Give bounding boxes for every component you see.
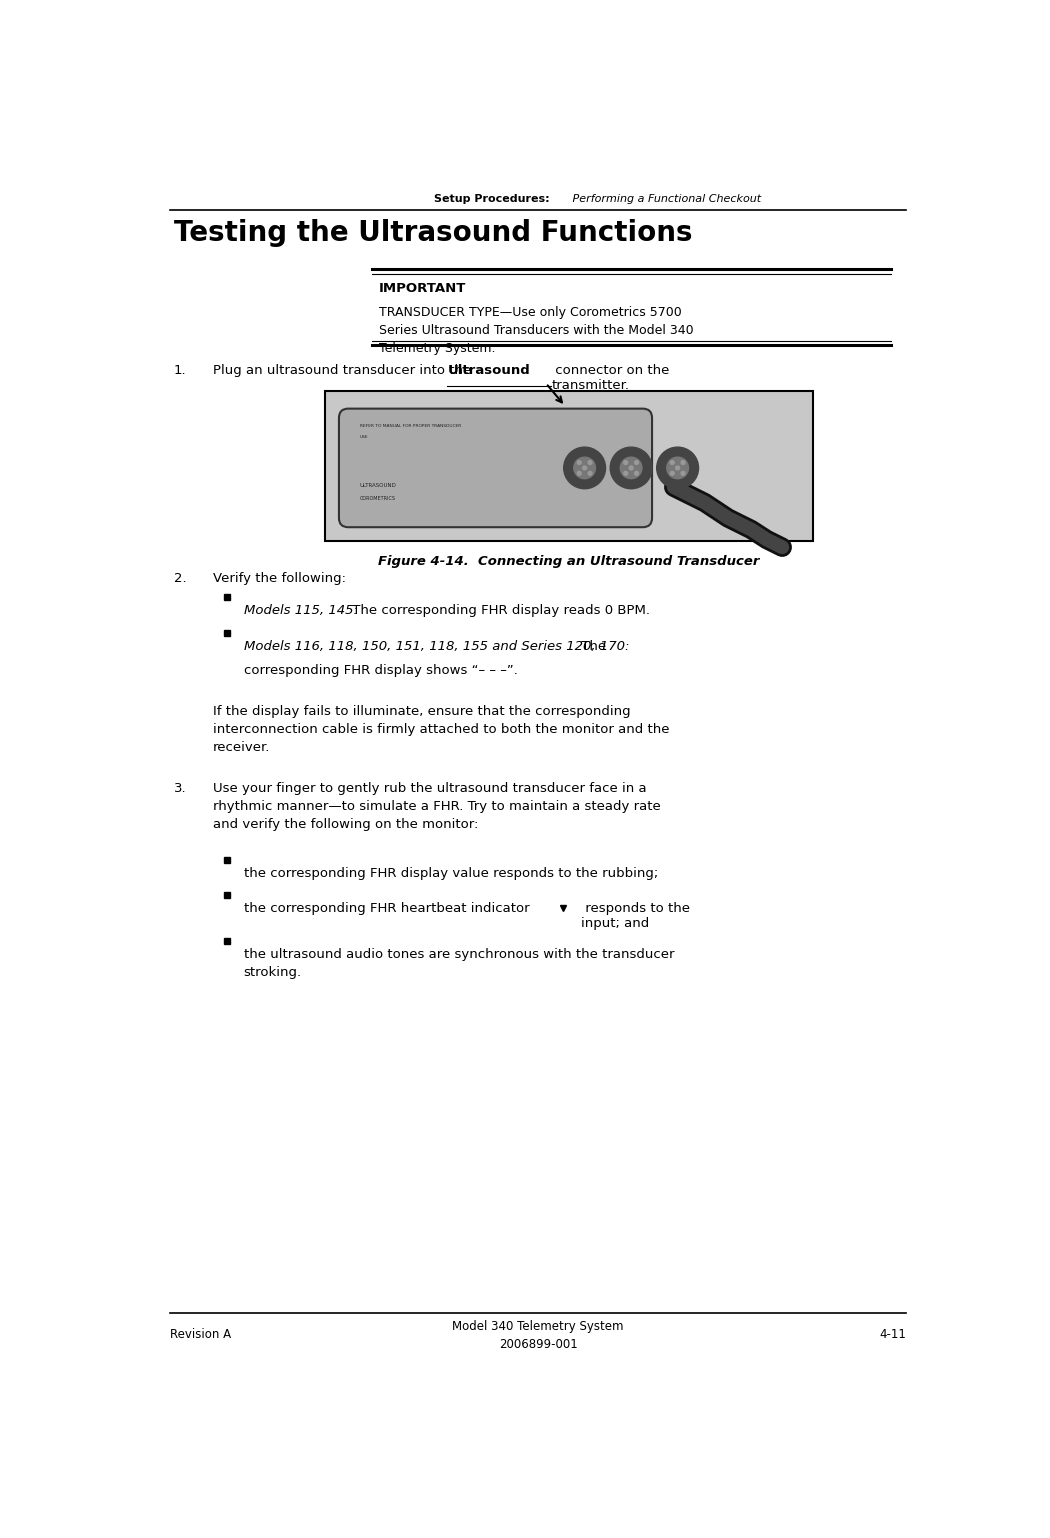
- Text: Models 116, 118, 150, 151, 118, 155 and Series 120, 170:: Models 116, 118, 150, 151, 118, 155 and …: [244, 640, 629, 652]
- Circle shape: [573, 457, 595, 478]
- Text: If the display fails to illuminate, ensure that the corresponding
interconnectio: If the display fails to illuminate, ensu…: [212, 704, 669, 754]
- Text: The corresponding FHR display reads 0 BPM.: The corresponding FHR display reads 0 BP…: [349, 604, 650, 617]
- Text: Model 340 Telemetry System: Model 340 Telemetry System: [453, 1320, 624, 1333]
- Text: Setup Procedures:: Setup Procedures:: [434, 194, 549, 205]
- Circle shape: [564, 448, 606, 489]
- Circle shape: [634, 460, 638, 464]
- Text: Ultrasound: Ultrasound: [447, 365, 530, 377]
- Circle shape: [624, 471, 628, 475]
- Text: 2.: 2.: [174, 572, 187, 584]
- Text: ULTRASOUND: ULTRASOUND: [360, 483, 397, 489]
- Circle shape: [583, 466, 587, 469]
- Text: the corresponding FHR heartbeat indicator: the corresponding FHR heartbeat indicato…: [244, 903, 529, 915]
- Text: REFER TO MANUAL FOR PROPER TRANSDUCER: REFER TO MANUAL FOR PROPER TRANSDUCER: [360, 424, 461, 428]
- Circle shape: [681, 460, 685, 464]
- Text: 3.: 3.: [174, 783, 187, 795]
- Circle shape: [670, 471, 674, 475]
- Circle shape: [656, 448, 698, 489]
- Text: Testing the Ultrasound Functions: Testing the Ultrasound Functions: [174, 218, 692, 248]
- Text: Performing a Functional Checkout: Performing a Functional Checkout: [569, 194, 761, 205]
- Circle shape: [588, 471, 592, 475]
- Text: corresponding FHR display shows “– – –”.: corresponding FHR display shows “– – –”.: [244, 664, 518, 677]
- Text: TRANSDUCER TYPE—Use only Corometrics 5700
Series Ultrasound Transducers with the: TRANSDUCER TYPE—Use only Corometrics 570…: [379, 306, 694, 355]
- Text: the corresponding FHR display value responds to the rubbing;: the corresponding FHR display value resp…: [244, 867, 658, 880]
- Text: 4-11: 4-11: [880, 1327, 906, 1341]
- Circle shape: [578, 471, 581, 475]
- Text: 2006899-001: 2006899-001: [499, 1338, 578, 1350]
- Circle shape: [588, 460, 592, 464]
- Bar: [326, 391, 814, 541]
- Text: IMPORTANT: IMPORTANT: [379, 281, 466, 295]
- Circle shape: [621, 457, 642, 478]
- Circle shape: [681, 471, 685, 475]
- Text: Use your finger to gently rub the ultrasound transducer face in a
rhythmic manne: Use your finger to gently rub the ultras…: [212, 783, 660, 831]
- Circle shape: [610, 448, 652, 489]
- Circle shape: [629, 466, 633, 469]
- FancyBboxPatch shape: [339, 409, 652, 528]
- Text: USE: USE: [360, 435, 369, 438]
- Text: responds to the
input; and: responds to the input; and: [581, 903, 690, 930]
- Text: Plug an ultrasound transducer into the: Plug an ultrasound transducer into the: [212, 365, 475, 377]
- Text: Figure 4-14.  Connecting an Ultrasound Transducer: Figure 4-14. Connecting an Ultrasound Tr…: [378, 555, 760, 568]
- Circle shape: [667, 457, 689, 478]
- Text: Verify the following:: Verify the following:: [212, 572, 345, 584]
- Circle shape: [624, 460, 628, 464]
- Circle shape: [578, 460, 581, 464]
- Text: 1.: 1.: [174, 365, 187, 377]
- Text: connector on the
transmitter.: connector on the transmitter.: [551, 365, 670, 392]
- Circle shape: [634, 471, 638, 475]
- Circle shape: [676, 466, 679, 469]
- Text: Models 115, 145:: Models 115, 145:: [244, 604, 358, 617]
- Circle shape: [670, 460, 674, 464]
- Text: COROMETRICS: COROMETRICS: [360, 497, 396, 501]
- Text: the ultrasound audio tones are synchronous with the transducer
stroking.: the ultrasound audio tones are synchrono…: [244, 949, 674, 980]
- Text: The: The: [576, 640, 606, 652]
- Text: Revision A: Revision A: [170, 1327, 231, 1341]
